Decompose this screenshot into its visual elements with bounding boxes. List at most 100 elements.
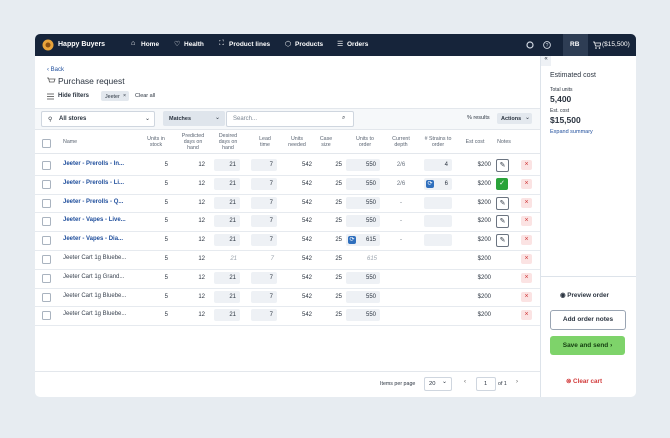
actions-button[interactable]: Actions ⌄ xyxy=(497,113,532,124)
input-box[interactable]: 21 xyxy=(214,215,240,228)
input-box[interactable]: 7 xyxy=(251,196,277,209)
page-input[interactable]: 1 xyxy=(476,377,496,391)
header-checkbox[interactable] xyxy=(42,139,51,148)
cell-value: 615 xyxy=(366,256,377,262)
brand[interactable]: Happy Buyers xyxy=(58,41,106,48)
input-box[interactable]: 550 xyxy=(346,215,380,228)
remove-button[interactable]: × xyxy=(521,197,532,208)
remove-button[interactable]: × xyxy=(521,310,532,321)
cell-value: - xyxy=(400,237,402,244)
input-box[interactable]: 21 xyxy=(214,271,240,284)
app-window: Happy Buyers ? RB ($15,500) ⌂ Home ♡ Health… xyxy=(35,34,636,397)
row-checkbox[interactable] xyxy=(42,255,51,264)
row-checkbox[interactable] xyxy=(42,273,51,283)
column-label: Est cost xyxy=(465,139,485,145)
preview-order[interactable]: ◉ Preview order xyxy=(560,292,609,299)
remove-button[interactable]: × xyxy=(521,178,532,189)
remove-button[interactable]: × xyxy=(521,291,532,302)
row-checkbox[interactable] xyxy=(42,198,51,208)
per-page-select[interactable]: 20 ⌄ xyxy=(424,377,452,391)
input-box[interactable]: 550 xyxy=(346,290,380,303)
avatar-box[interactable]: RB xyxy=(563,34,588,56)
row-checkbox[interactable] xyxy=(42,236,51,246)
product-name[interactable]: Jeeter - Vapes - Dia... xyxy=(63,236,124,243)
expand-summary[interactable]: Expand summary xyxy=(550,129,593,135)
page-value: 1 xyxy=(484,381,488,387)
remove-button[interactable]: × xyxy=(521,216,532,227)
input-box[interactable]: 21 xyxy=(214,290,240,303)
nav-item[interactable]: Product lines xyxy=(229,41,271,48)
input-box[interactable]: 550 xyxy=(346,271,380,284)
filter-chip[interactable]: Jeeter × xyxy=(101,91,129,101)
input-box[interactable]: 550 xyxy=(346,177,380,190)
row-divider xyxy=(35,287,540,289)
note-button[interactable]: ✎ xyxy=(496,234,509,248)
product-name[interactable]: Jeeter - Prerolls - Q... xyxy=(63,198,124,205)
save-button[interactable]: Save and send › xyxy=(550,336,625,355)
product-name[interactable]: Jeeter - Prerolls - In... xyxy=(63,161,125,167)
note-button[interactable]: ✎ xyxy=(496,159,509,172)
cart-total[interactable]: ($15,500) xyxy=(602,41,630,48)
input-box[interactable]: 4 xyxy=(424,159,452,171)
nav-item[interactable]: Home xyxy=(141,41,160,48)
input-box[interactable]: 21 xyxy=(214,234,240,247)
cell-value: $200 xyxy=(477,312,491,319)
collapse-button[interactable]: « xyxy=(541,56,551,66)
remove-button[interactable]: × xyxy=(521,160,532,170)
row-checkbox[interactable] xyxy=(42,217,51,227)
match-select[interactable]: Matches ⌄ xyxy=(163,111,225,126)
input-box[interactable]: 550 xyxy=(346,159,380,171)
prev-page[interactable]: ‹ xyxy=(464,379,466,385)
nav-item[interactable]: Products xyxy=(295,41,324,48)
next-page[interactable]: › xyxy=(516,379,518,385)
search-input[interactable]: Search... ⌕ xyxy=(226,111,354,127)
input-box[interactable]: 7 xyxy=(251,234,277,247)
remove-button[interactable]: × xyxy=(521,254,532,264)
clear-all[interactable]: Clear all xyxy=(135,93,156,99)
input-box[interactable]: 21 xyxy=(214,309,240,322)
product-name[interactable]: Jeeter - Prerolls - Li... xyxy=(63,179,125,186)
hide-filters[interactable]: Hide filters xyxy=(58,93,90,99)
cell-value: 542 xyxy=(301,274,312,281)
page-of: of 1 xyxy=(498,381,507,387)
nav-item[interactable]: Health xyxy=(184,41,204,48)
back-link[interactable]: ‹ Back xyxy=(47,67,65,73)
row-checkbox[interactable] xyxy=(42,292,51,302)
input-box[interactable]: ⟳ 615 xyxy=(346,234,380,247)
add-notes-button[interactable]: Add order notes xyxy=(550,310,626,330)
row-checkbox[interactable] xyxy=(42,161,51,170)
cell-value: 542 xyxy=(301,162,312,168)
settings-icon[interactable] xyxy=(526,41,534,49)
column-header: Case size xyxy=(315,132,337,152)
nav-item[interactable]: Orders xyxy=(347,41,369,48)
note-button[interactable]: ✎ xyxy=(496,196,509,210)
store-select[interactable]: ⚲ All stores ⌄ xyxy=(41,111,155,127)
input-box xyxy=(424,196,452,209)
input-box[interactable]: 7 xyxy=(251,271,277,284)
product-name[interactable]: Jeeter - Vapes - Live... xyxy=(63,217,126,224)
clear-cart[interactable]: ⊗ Clear cart xyxy=(566,378,603,385)
help-icon[interactable]: ? xyxy=(543,41,551,49)
input-box[interactable]: 7 xyxy=(251,177,277,190)
input-box[interactable]: 7 xyxy=(251,290,277,303)
remove-button[interactable]: × xyxy=(521,235,532,246)
note-button[interactable]: ✎ xyxy=(496,215,509,229)
column-header: Desired days on hand xyxy=(213,132,243,152)
row-checkbox[interactable] xyxy=(42,311,51,321)
results-count: % results xyxy=(467,115,490,121)
input-box[interactable]: 7 xyxy=(251,159,277,171)
input-box[interactable]: 21 xyxy=(214,159,240,171)
row-checkbox[interactable] xyxy=(42,179,51,189)
input-box[interactable]: 7 xyxy=(251,309,277,322)
input-box[interactable]: 550 xyxy=(346,196,380,209)
input-box[interactable]: 21 xyxy=(214,196,240,209)
input-box[interactable]: 21 xyxy=(214,177,240,190)
input-box[interactable]: 550 xyxy=(346,309,380,322)
note-button[interactable]: ✓ xyxy=(496,177,508,190)
product-name: Jeeter Cart 1g Bluebe... xyxy=(63,311,127,318)
chip-text: Jeeter xyxy=(105,93,120,100)
remove-button[interactable]: × xyxy=(521,272,532,283)
input-box[interactable]: ⟳ 6 xyxy=(424,177,452,190)
column-header: Current depth xyxy=(389,132,413,152)
input-box[interactable]: 7 xyxy=(251,215,277,228)
